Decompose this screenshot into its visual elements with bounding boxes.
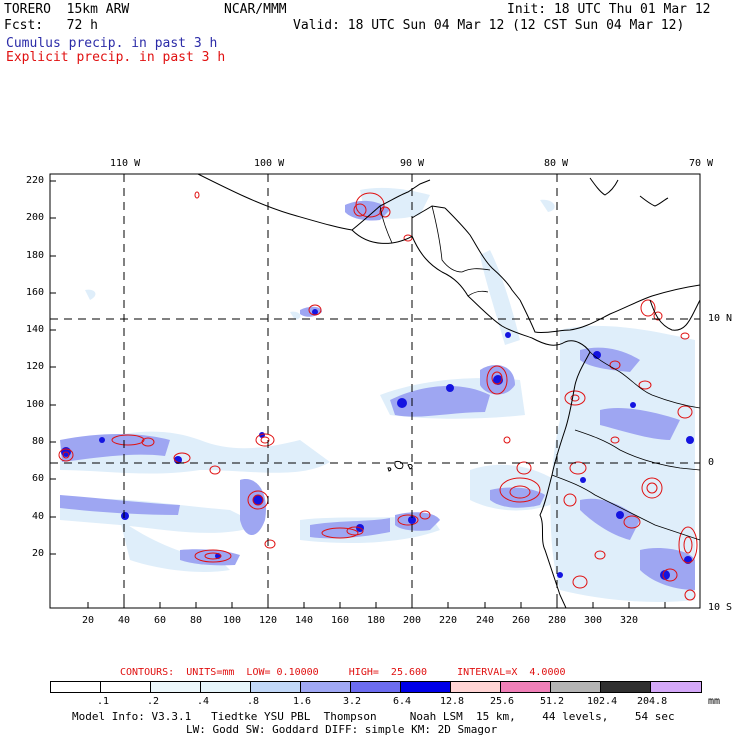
colorbar-unit: mm [708,696,721,707]
lon-label: 80 W [544,158,569,169]
explicit-precip-contours [58,191,698,601]
y-tick-label: 160 [26,287,45,298]
lon-label: 100 W [254,158,285,169]
color-swatch [400,681,451,693]
colorbar-label: 6.4 [393,696,412,707]
x-tick-label: 300 [584,615,603,626]
contour-info: CONTOURS: UNITS=mm LOW= 0.10000 HIGH= 25… [120,667,566,678]
color-swatch [200,681,251,693]
y-tick-label: 60 [32,473,45,484]
color-swatch [50,681,101,693]
lon-label: 110 W [110,158,141,169]
x-tick-label: 20 [82,615,95,626]
colorbar-label: .4 [197,696,210,707]
y-tick-label: 140 [26,324,45,335]
colorbar-label: 51.2 [540,696,565,707]
x-tick-label: 280 [548,615,567,626]
borders [379,205,700,541]
y-tick-label: 80 [32,436,45,447]
forecast-hour: Fcst: 72 h [4,18,98,33]
physics-info: LW: Godd SW: Goddard DIFF: simple KM: 2D… [186,723,498,736]
x-tick-label: 140 [295,615,314,626]
precip-layer [58,174,700,608]
colorbar-label: .8 [247,696,260,707]
lat-label: 10 S [708,602,733,613]
y-tick-label: 120 [26,361,45,372]
colorbar-label: 102.4 [587,696,618,707]
colorbar-label: 25.6 [490,696,515,707]
color-swatch [500,681,551,693]
colorbar-label: .2 [147,696,160,707]
colorbar-label: .1 [97,696,110,707]
colorbar-label: 1.6 [293,696,312,707]
organization: NCAR/MMM [224,2,287,17]
lon-label: 70 W [689,158,714,169]
color-swatch [150,681,201,693]
field-explicit-label: Explicit precip. in past 3 h [6,50,226,65]
x-tick-label: 60 [154,615,167,626]
axis-ticks [50,180,666,608]
color-swatch [300,681,351,693]
color-swatch [600,681,651,693]
graticule [50,174,700,608]
color-swatch [550,681,601,693]
heavy-precip-shading [61,309,694,580]
lat-label: 0 [708,457,715,468]
color-swatch [450,681,501,693]
colorbar-label: 204.8 [637,696,668,707]
x-tick-label: 320 [620,615,639,626]
x-tick-label: 100 [223,615,242,626]
x-tick-label: 240 [476,615,495,626]
y-tick-label: 100 [26,399,45,410]
lon-label: 90 W [400,158,425,169]
map-border [49,173,701,609]
y-tick-label: 200 [26,212,45,223]
color-swatch [350,681,401,693]
x-tick-label: 180 [367,615,386,626]
y-tick-label: 220 [26,175,45,186]
init-time: Init: 18 UTC Thu 01 Mar 12 [507,2,711,17]
model-info: Model Info: V3.3.1 Tiedtke YSU PBL Thomp… [72,710,675,723]
x-tick-label: 80 [190,615,203,626]
x-tick-label: 200 [403,615,422,626]
color-swatch [650,681,702,693]
color-swatch [250,681,301,693]
x-tick-label: 40 [118,615,131,626]
valid-time: Valid: 18 UTC Sun 04 Mar 12 (12 CST Sun … [293,18,685,33]
colorbar-label: 3.2 [343,696,362,707]
y-tick-label: 180 [26,250,45,261]
field-cumulus-label: Cumulus precip. in past 3 h [6,36,218,51]
y-tick-label: 40 [32,511,45,522]
y-tick-label: 20 [32,548,45,559]
x-tick-label: 260 [512,615,531,626]
x-tick-label: 120 [259,615,278,626]
lat-label: 10 N [708,313,733,324]
model-title: TORERO 15km ARW [4,2,130,17]
x-tick-label: 220 [439,615,458,626]
color-swatch [100,681,151,693]
colorbar-label: 12.8 [440,696,465,707]
x-tick-label: 160 [331,615,350,626]
